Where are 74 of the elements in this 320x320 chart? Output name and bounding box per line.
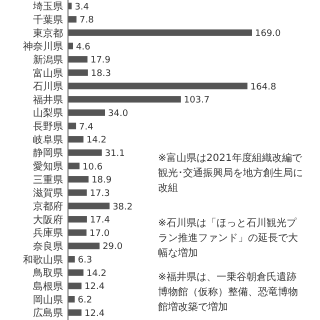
data-label: 38.2 bbox=[112, 202, 133, 212]
data-label: 29.0 bbox=[102, 242, 123, 252]
data-label: 10.6 bbox=[82, 162, 103, 172]
y-tick-label: 埼玉県 bbox=[32, 0, 63, 13]
bar bbox=[68, 82, 248, 90]
bar bbox=[68, 122, 76, 130]
data-label: 18.9 bbox=[92, 176, 112, 186]
data-label: 34.0 bbox=[108, 108, 128, 119]
y-tick-label: 山梨県 bbox=[33, 107, 63, 120]
y-tick-label: 長野県 bbox=[33, 122, 63, 133]
bar bbox=[68, 109, 106, 116]
data-label: 12.4 bbox=[84, 308, 105, 319]
data-label: 31.1 bbox=[104, 148, 125, 159]
bar bbox=[68, 162, 80, 170]
y-tick-label: 大阪府 bbox=[33, 214, 63, 226]
bar bbox=[68, 136, 84, 143]
data-label: 17.0 bbox=[90, 228, 110, 239]
data-label: 103.7 bbox=[184, 96, 210, 106]
data-label: 4.6 bbox=[76, 42, 91, 52]
y-tick-label: 新潟県 bbox=[33, 54, 63, 66]
y-tick-label: 東京都 bbox=[33, 27, 63, 40]
y-tick-label: 石川県 bbox=[33, 80, 63, 93]
annotation: ※福井県は、一乗谷朝倉氏遺跡博物館（仮称）整備、恐竜博物館増改築で増加 bbox=[158, 270, 299, 315]
y-tick-label: 滋賀県 bbox=[33, 187, 63, 200]
data-label: 7.8 bbox=[79, 16, 94, 26]
y-tick-label: 福井県 bbox=[33, 94, 63, 106]
bar bbox=[68, 56, 88, 63]
y-tick-label: 鳥取県 bbox=[32, 267, 63, 280]
bar bbox=[68, 282, 82, 290]
bar bbox=[68, 16, 76, 23]
y-tick-label: 静岡県 bbox=[33, 147, 63, 160]
data-label: 6.3 bbox=[78, 256, 92, 266]
bar bbox=[68, 256, 75, 263]
y-tick-label: 兵庫県 bbox=[33, 227, 63, 240]
annotation: ※石川県は「ほっと石川観光プラン推進ファンド」の延長で大幅な増加 bbox=[158, 216, 299, 261]
y-tick-label: 岡山県 bbox=[33, 294, 63, 306]
bar bbox=[68, 69, 88, 76]
bar bbox=[68, 189, 87, 196]
bar bbox=[68, 96, 181, 103]
bar bbox=[68, 202, 110, 210]
bar bbox=[68, 309, 82, 316]
y-tick-label: 千葉県 bbox=[33, 14, 63, 26]
y-tick-label: 愛知県 bbox=[33, 160, 63, 173]
y-tick-label: 奈良県 bbox=[33, 240, 63, 253]
y-tick-label: 三重県 bbox=[33, 174, 63, 186]
bar bbox=[68, 242, 100, 250]
data-label: 164.8 bbox=[250, 82, 276, 92]
data-label: 6.2 bbox=[78, 296, 92, 306]
bar bbox=[68, 42, 74, 50]
y-tick-label: 京都府 bbox=[33, 200, 63, 213]
y-tick-label: 岐阜県 bbox=[33, 134, 63, 146]
y-tick-label: 島根県 bbox=[33, 280, 63, 293]
data-label: 17.9 bbox=[90, 56, 111, 66]
y-tick-label: 広島県 bbox=[33, 307, 63, 320]
data-label: 18.3 bbox=[90, 68, 111, 79]
y-tick-label: 和歌山県 bbox=[23, 254, 63, 266]
bar bbox=[68, 149, 102, 156]
data-label: 14.2 bbox=[86, 268, 107, 279]
y-tick-label: 富山県 bbox=[33, 67, 63, 80]
bar bbox=[68, 296, 75, 303]
data-label: 169.0 bbox=[255, 28, 282, 39]
data-label: 17.3 bbox=[90, 188, 110, 199]
annotation: ※富山県は2021年度組織改編で観光･交通振興局を地方創生局に改組 bbox=[158, 152, 304, 196]
bar bbox=[68, 216, 87, 223]
data-label: 7.4 bbox=[79, 122, 94, 132]
bar bbox=[68, 29, 252, 36]
bar bbox=[68, 269, 84, 276]
data-label: 3.4 bbox=[74, 2, 90, 12]
data-label: 12.4 bbox=[84, 282, 105, 292]
bar bbox=[68, 176, 89, 183]
y-tick-label: 神奈川県 bbox=[23, 40, 63, 53]
bar bbox=[68, 229, 87, 236]
data-label: 17.4 bbox=[90, 216, 110, 226]
data-label: 14.2 bbox=[86, 136, 107, 146]
